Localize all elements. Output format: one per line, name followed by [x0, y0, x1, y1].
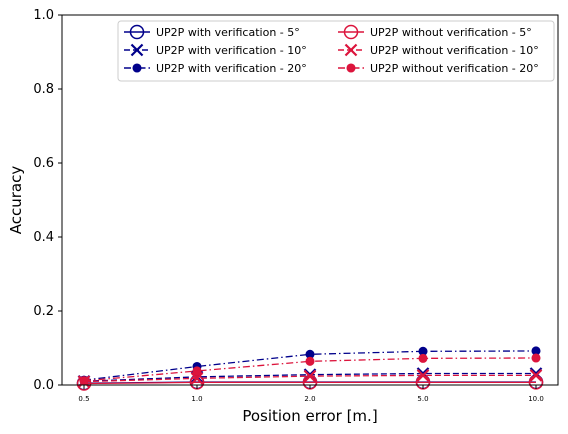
series-6 — [79, 353, 541, 386]
legend-label: UP2P with verification - 20° — [156, 62, 307, 75]
data-point — [531, 353, 541, 363]
legend-label: UP2P without verification - 5° — [370, 26, 532, 39]
legend-frame — [117, 20, 555, 82]
y-tick-label: 0.2 — [33, 304, 54, 319]
legend-entry: UP2P without verification - 20° — [338, 62, 539, 75]
data-point — [303, 369, 317, 383]
x-axis-ticks: 0.5 1.0 2.0 5.0 10.0 — [78, 385, 544, 403]
legend-entry: UP2P without verification - 10° — [338, 43, 539, 57]
y-tick-label: 0.4 — [33, 230, 54, 245]
y-tick-label: 0.0 — [33, 378, 54, 393]
data-point — [416, 369, 430, 382]
y-tick-label: 0.8 — [33, 82, 54, 97]
legend-entry: UP2P with verification - 5° — [124, 24, 300, 40]
legend-entry: UP2P without verification - 5° — [338, 24, 532, 40]
y-axis-ticks: 0.0 0.2 0.4 0.6 0.8 1.0 — [33, 8, 62, 393]
legend-label: UP2P without verification - 20° — [370, 62, 539, 75]
y-tick-label: 0.6 — [33, 156, 54, 171]
x-tick-label: 1.0 — [191, 395, 202, 403]
legend-entry: UP2P with verification - 20° — [124, 62, 307, 75]
legend-marker — [129, 24, 145, 40]
data-point — [529, 369, 543, 382]
series-line — [83, 357, 537, 382]
legend-marker — [346, 63, 356, 73]
y-tick-label: 1.0 — [33, 8, 54, 23]
legend: UP2P with verification - 5° UP2P with ver… — [117, 20, 555, 82]
legend-entry: UP2P with verification - 10° — [124, 43, 307, 57]
legend-label: UP2P with verification - 10° — [156, 44, 307, 57]
legend-marker — [343, 24, 359, 40]
legend-label: UP2P with verification - 5° — [156, 26, 300, 39]
data-point — [418, 353, 428, 363]
data-point — [192, 366, 202, 376]
x-tick-label: 10.0 — [528, 395, 544, 403]
x-tick-label: 0.5 — [78, 395, 89, 403]
legend-marker — [344, 43, 358, 57]
series-line — [83, 350, 537, 381]
legend-marker — [130, 43, 144, 57]
legend-marker — [132, 63, 142, 73]
x-tick-label: 2.0 — [304, 395, 315, 403]
y-axis-title: Accuracy — [7, 166, 25, 235]
series-layer — [76, 346, 544, 391]
series-line — [83, 381, 536, 385]
x-axis-title: Position error [m.] — [242, 407, 377, 425]
legend-label: UP2P without verification - 10° — [370, 44, 539, 57]
data-point — [79, 376, 89, 386]
data-point — [190, 372, 204, 385]
data-point — [305, 356, 315, 366]
x-tick-label: 5.0 — [417, 395, 428, 403]
